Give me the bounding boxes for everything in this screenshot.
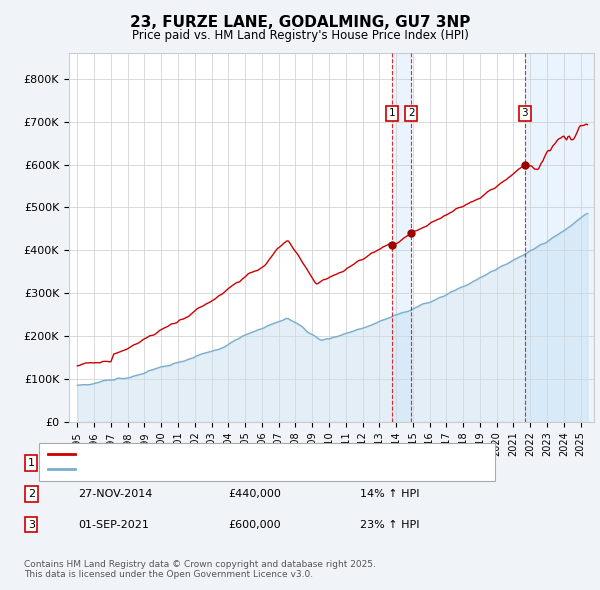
Text: 27-NOV-2014: 27-NOV-2014 [78,489,152,499]
Text: £440,000: £440,000 [228,489,281,499]
Text: 1: 1 [388,108,395,118]
Bar [525,53,594,422]
Text: 23% ↑ HPI: 23% ↑ HPI [360,520,419,529]
Text: 14% ↑ HPI: 14% ↑ HPI [360,489,419,499]
Text: £600,000: £600,000 [228,520,281,529]
Text: 2: 2 [408,108,415,118]
Text: 21% ↑ HPI: 21% ↑ HPI [360,458,419,468]
Text: 23, FURZE LANE, GODALMING, GU7 3NP: 23, FURZE LANE, GODALMING, GU7 3NP [130,15,470,30]
Text: 23, FURZE LANE, GODALMING, GU7 3NP (semi-detached house): 23, FURZE LANE, GODALMING, GU7 3NP (semi… [81,450,394,459]
Text: 2: 2 [28,489,35,499]
Text: 1: 1 [28,458,35,468]
Text: 3: 3 [521,108,528,118]
Text: £412,500: £412,500 [228,458,281,468]
Text: 01-SEP-2021: 01-SEP-2021 [78,520,149,529]
Text: Price paid vs. HM Land Registry's House Price Index (HPI): Price paid vs. HM Land Registry's House … [131,30,469,42]
Text: Contains HM Land Registry data © Crown copyright and database right 2025.
This d: Contains HM Land Registry data © Crown c… [24,560,376,579]
Text: 27-SEP-2013: 27-SEP-2013 [78,458,149,468]
Text: HPI: Average price, semi-detached house, Waverley: HPI: Average price, semi-detached house,… [81,464,334,474]
Text: 3: 3 [28,520,35,529]
Bar [392,53,412,422]
